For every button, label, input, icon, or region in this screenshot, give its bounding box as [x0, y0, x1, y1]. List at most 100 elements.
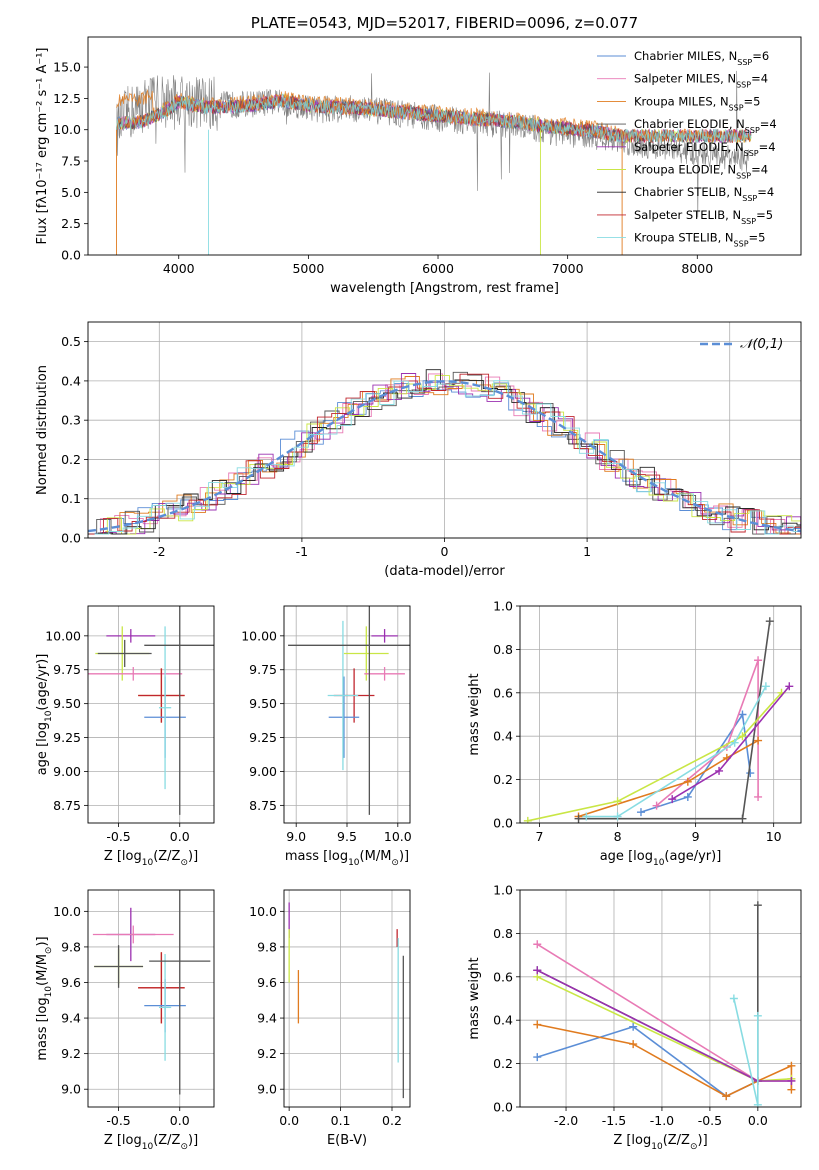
x-tick-label: 10	[766, 829, 782, 844]
legend-label: Kroupa ELODIE, NSSP=4	[634, 163, 768, 181]
weight-marker	[746, 769, 755, 778]
age-vs-z-axes: -0.5 0.0 8.75 9.00 9.25 9.50 9.75 10.00 Z [log10…	[35, 605, 215, 868]
weight-marker	[753, 901, 762, 910]
y-axis-label: mass weight	[467, 957, 482, 1039]
y-tick-label: 0.6	[493, 685, 513, 700]
y-axis-label: mass [log10(M/M⊙)]	[35, 936, 54, 1060]
x-tick-label: -1	[296, 544, 308, 559]
x-axis-label: E(B-V)	[327, 1133, 367, 1148]
mass-vs-z-axes: -0.5 0.0 9.0 9.2 9.4 9.6 9.8 10.0 Z [log10(Z/Z⊙)…	[35, 889, 215, 1152]
x-axis-label: wavelength [Angstrom, rest frame]	[330, 281, 559, 296]
weight-marker	[582, 812, 591, 821]
weight-lines	[533, 901, 796, 1107]
y-axis-label: mass weight	[467, 673, 482, 755]
weight-marker	[730, 738, 739, 747]
y-tick-label: 9.0	[257, 1082, 277, 1097]
weight-marker	[533, 1053, 542, 1062]
weight-line	[656, 660, 759, 807]
axes-frame	[87, 889, 215, 1108]
histogram-axes: -2 -1 0 1 2 0.0 0.1 0.2 0.3 0.4 0.5 (data-model)/er…	[35, 321, 802, 579]
x-tick-label: 0	[441, 544, 449, 559]
y-tick-label: 0.6	[493, 969, 513, 984]
y-tick-label: 9.25	[53, 730, 81, 745]
y-tick-label: 9.00	[53, 764, 81, 779]
weight-marker	[722, 1092, 731, 1101]
y-tick-label: 0.3	[61, 413, 81, 428]
axes-frame	[283, 889, 411, 1108]
axes-frame	[519, 889, 802, 1108]
weight-marker	[523, 816, 532, 823]
weight-marker	[738, 732, 747, 741]
y-tick-label: 9.2	[257, 1046, 277, 1061]
y-tick-label: 0.0	[61, 531, 81, 546]
axes-frame	[283, 605, 411, 824]
mass-vs-ebv-axes: 0.0 0.1 0.2 9.0 9.2 9.4 9.6 9.8 10.0 E(B-V)	[249, 889, 411, 1148]
weight-marker	[753, 1100, 762, 1107]
errorbars	[92, 890, 211, 1095]
x-tick-label: -1.0	[650, 1113, 674, 1128]
weight-marker	[787, 1076, 796, 1085]
chart-title: PLATE=0543, MJD=52017, FIBERID=0096, z=0…	[251, 14, 638, 32]
y-tick-label: 9.6	[61, 975, 81, 990]
y-tick-label: 1.0	[493, 599, 513, 614]
y-tick-label: 1.0	[493, 883, 513, 898]
weight-marker	[683, 792, 692, 801]
histogram-series	[94, 380, 801, 535]
weight-marker	[533, 1020, 542, 1029]
y-tick-label: 9.25	[249, 730, 277, 745]
y-tick-label: 9.4	[61, 1011, 81, 1026]
x-axis-label: Z [log10(Z/Z⊙)]	[613, 1133, 707, 1152]
histogram-series	[88, 380, 801, 535]
weight-marker	[668, 795, 677, 804]
x-tick-label: -2.0	[554, 1113, 578, 1128]
legend-label: Chabrier STELIB, NSSP=4	[634, 185, 774, 203]
x-axis-label: Z [log10(Z/Z⊙)]	[104, 849, 198, 868]
x-tick-label: -0.5	[106, 1113, 130, 1128]
y-tick-label: 0.1	[61, 491, 81, 506]
weight-marker	[533, 940, 542, 949]
x-tick-label: 0.0	[748, 1113, 768, 1128]
y-tick-label: 0.4	[493, 729, 513, 744]
weight-marker	[754, 656, 763, 665]
y-axis-label: Normed distribution	[35, 365, 50, 495]
x-axis-label: mass [log10(M/M⊙)]	[285, 849, 409, 868]
y-tick-label: 0.0	[493, 1100, 513, 1115]
y-tick-label: 9.6	[257, 975, 277, 990]
histogram-steps	[88, 369, 801, 535]
y-tick-label: 9.75	[53, 662, 81, 677]
y-tick-label: 10.00	[241, 628, 277, 643]
y-tick-label: 9.0	[61, 1082, 81, 1097]
y-tick-label: 0.8	[493, 642, 513, 657]
y-tick-label: 0.2	[61, 452, 81, 467]
y-tick-label: 8.75	[249, 798, 277, 813]
y-tick-label: 0.4	[493, 1013, 513, 1028]
x-axis-label: (data-model)/error	[384, 564, 505, 579]
weight-marker	[613, 797, 622, 806]
weight-marker	[738, 710, 747, 719]
y-tick-label: 9.75	[249, 662, 277, 677]
x-tick-label: 8000	[681, 261, 713, 276]
x-tick-label: 0.0	[170, 829, 190, 844]
weight-marker	[729, 994, 738, 1003]
weight-line	[586, 685, 767, 818]
x-tick-label: 8	[614, 829, 622, 844]
legend-label: Salpeter ELODIE, NSSP=4	[634, 140, 776, 158]
weight-marker	[785, 682, 794, 691]
axes-frame	[519, 605, 802, 824]
x-tick-label: 4000	[163, 261, 195, 276]
y-tick-label: 0.8	[493, 926, 513, 941]
weight-marker	[754, 736, 763, 745]
x-tick-label: 9.0	[286, 829, 306, 844]
weight-marker	[683, 777, 692, 786]
legend-label: 𝒩(0,1)	[740, 337, 783, 352]
weight-marker	[765, 617, 774, 626]
weight-marker	[629, 1040, 638, 1049]
x-tick-label: 0.0	[170, 1113, 190, 1128]
y-tick-label: 7.5	[61, 154, 81, 169]
y-tick-label: 9.4	[257, 1011, 277, 1026]
legend-label: Salpeter STELIB, NSSP=5	[634, 208, 773, 226]
y-tick-label: 9.50	[53, 696, 81, 711]
gaussian-curve	[88, 380, 801, 533]
weight-marker	[636, 808, 645, 817]
